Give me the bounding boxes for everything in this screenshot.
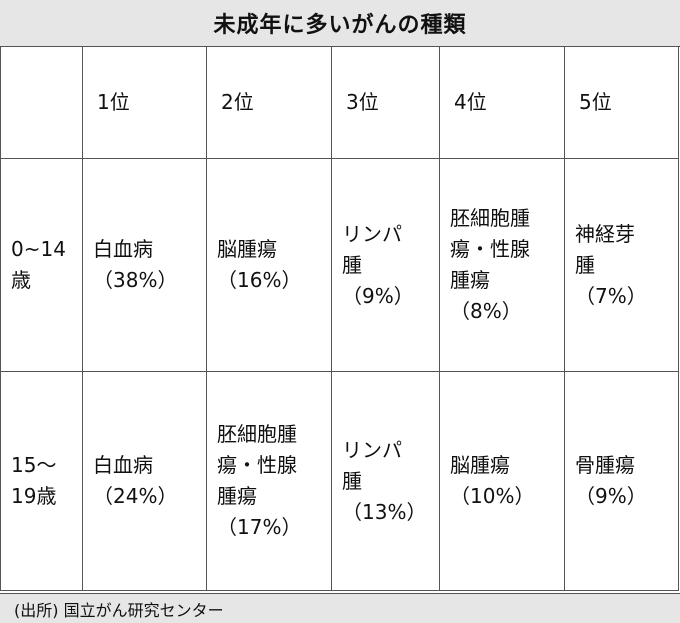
header-corner-cell: [0, 46, 83, 159]
header-rank-1: 1位: [82, 46, 207, 159]
cancer-cell: 白血病 （24%）: [82, 371, 207, 591]
header-row: 1位 2位 3位 4位 5位: [0, 46, 679, 159]
cancer-cell: 胚細胞腫 瘍・性腺 腫瘍 （8%）: [439, 158, 565, 372]
cancer-cell: 神経芽 腫 （7%）: [564, 158, 679, 372]
age-group-cell: 0~14 歳: [0, 158, 83, 372]
table-title: 未成年に多いがんの種類: [0, 0, 680, 47]
cancer-cell: リンパ 腫 （13%）: [331, 371, 440, 591]
cancer-cell: 胚細胞腫 瘍・性腺 腫瘍 （17%）: [206, 371, 332, 591]
header-rank-2: 2位: [206, 46, 332, 159]
header-rank-4: 4位: [439, 46, 565, 159]
cancer-ranking-table: 1位 2位 3位 4位 5位 0~14 歳 白血病 （38%） 脳腫瘍 （16%…: [0, 46, 679, 591]
table-row: 0~14 歳 白血病 （38%） 脳腫瘍 （16%） リンパ 腫 （9%） 胚細…: [0, 158, 679, 372]
age-group-cell: 15〜 19歳: [0, 371, 83, 591]
table-row: 15〜 19歳 白血病 （24%） 胚細胞腫 瘍・性腺 腫瘍 （17%） リンパ…: [0, 371, 679, 591]
header-rank-3: 3位: [331, 46, 440, 159]
cancer-cell: 白血病 （38%）: [82, 158, 207, 372]
cancer-cell: 脳腫瘍 （10%）: [439, 371, 565, 591]
cancer-cell: 骨腫瘍 （9%）: [564, 371, 679, 591]
cancer-cell: 脳腫瘍 （16%）: [206, 158, 332, 372]
header-rank-5: 5位: [564, 46, 679, 159]
source-note: (出所) 国立がん研究センター: [0, 593, 680, 623]
cancer-cell: リンパ 腫 （9%）: [331, 158, 440, 372]
